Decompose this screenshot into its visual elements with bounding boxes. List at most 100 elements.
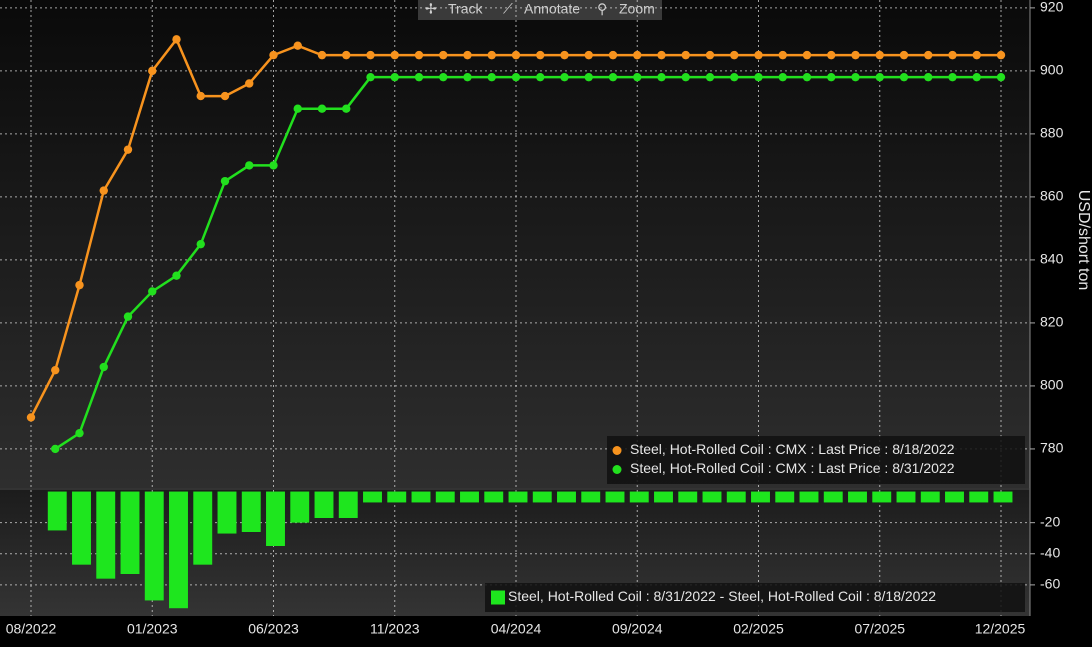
data-point bbox=[948, 50, 957, 60]
y-tick-label: 900 bbox=[1040, 62, 1064, 78]
data-point bbox=[851, 50, 860, 60]
data-point bbox=[196, 91, 205, 101]
button-label: Zoom bbox=[619, 1, 655, 17]
y-tick-label: 840 bbox=[1040, 251, 1064, 267]
bar bbox=[993, 491, 1013, 503]
bar bbox=[460, 491, 479, 503]
data-point bbox=[123, 145, 133, 154]
bar bbox=[751, 491, 770, 503]
data-point bbox=[633, 50, 642, 60]
data-point bbox=[390, 50, 399, 60]
data-point bbox=[924, 50, 933, 60]
data-point bbox=[172, 271, 181, 280]
data-point bbox=[269, 50, 278, 60]
y-tick-label: -60 bbox=[1040, 576, 1060, 592]
bar bbox=[411, 491, 431, 503]
y-tick-label: -40 bbox=[1040, 544, 1060, 560]
data-point bbox=[657, 50, 666, 60]
data-point bbox=[972, 72, 981, 82]
data-point bbox=[99, 362, 108, 372]
zoom-button[interactable]: ⚲ Zoom bbox=[597, 1, 655, 17]
data-point bbox=[924, 72, 933, 82]
data-point bbox=[75, 280, 84, 290]
data-point bbox=[778, 50, 787, 60]
data-point bbox=[827, 50, 836, 60]
data-point bbox=[681, 72, 690, 82]
y-tick-label: 860 bbox=[1040, 188, 1064, 204]
data-point bbox=[730, 72, 739, 82]
data-point bbox=[730, 50, 739, 60]
bar bbox=[387, 491, 407, 503]
x-tick-label: 02/2025 bbox=[733, 621, 784, 637]
x-tick-label: 11/2023 bbox=[370, 621, 420, 637]
zoom-icon: ⚲ bbox=[597, 1, 607, 17]
data-point bbox=[439, 50, 448, 60]
x-tick-label: 04/2024 bbox=[491, 621, 542, 637]
legend-label: Steel, Hot-Rolled Coil : CMX : Last Pric… bbox=[630, 441, 955, 457]
data-point bbox=[608, 50, 618, 60]
bar bbox=[290, 491, 310, 523]
data-point bbox=[366, 72, 375, 82]
bar bbox=[241, 491, 261, 532]
legend-background bbox=[607, 436, 1025, 484]
plot-background bbox=[0, 0, 1030, 488]
data-point bbox=[754, 72, 763, 82]
data-point bbox=[390, 72, 399, 82]
bar bbox=[969, 491, 989, 503]
annotate-button[interactable]: ⟋ Annotate bbox=[503, 1, 580, 17]
legend-symbol bbox=[612, 446, 622, 455]
data-point bbox=[875, 72, 884, 82]
data-point bbox=[536, 72, 545, 82]
bar bbox=[678, 491, 698, 503]
data-point bbox=[487, 72, 496, 82]
y-tick-label: 820 bbox=[1040, 314, 1064, 330]
y-tick-label: 920 bbox=[1040, 0, 1064, 15]
data-point bbox=[584, 72, 593, 82]
data-point bbox=[220, 91, 230, 101]
bar bbox=[848, 491, 867, 503]
x-tick-label: 07/2025 bbox=[854, 621, 905, 637]
button-label: Annotate bbox=[524, 1, 580, 17]
data-point bbox=[269, 161, 278, 170]
legend: Steel, Hot-Rolled Coil : 8/31/2022 - Ste… bbox=[485, 583, 1025, 612]
data-point bbox=[75, 428, 84, 438]
data-point bbox=[366, 50, 375, 60]
bar bbox=[96, 491, 116, 579]
legend-symbol bbox=[491, 590, 505, 605]
data-point bbox=[293, 41, 302, 50]
bar bbox=[47, 491, 67, 531]
x-tick-label: 09/2024 bbox=[612, 621, 663, 637]
legend-label: Steel, Hot-Rolled Coil : 8/31/2022 - Ste… bbox=[508, 588, 936, 604]
data-point bbox=[342, 104, 351, 113]
data-point bbox=[778, 72, 787, 82]
bar bbox=[726, 491, 746, 503]
data-point bbox=[633, 72, 642, 82]
data-point bbox=[705, 50, 715, 60]
bar bbox=[435, 491, 455, 503]
x-tick-label: 08/2022 bbox=[6, 621, 57, 637]
bar bbox=[581, 491, 601, 503]
bar bbox=[314, 491, 334, 518]
data-point bbox=[536, 50, 545, 60]
data-point bbox=[148, 287, 157, 296]
annotate-icon: ⟋ bbox=[503, 1, 513, 17]
data-point bbox=[899, 50, 909, 60]
data-point bbox=[293, 104, 302, 113]
data-point bbox=[608, 72, 618, 82]
data-point bbox=[560, 72, 569, 82]
bar bbox=[799, 491, 819, 503]
toolbar: ✢ Track ⟋ Annotate ⚲ Zoom bbox=[418, 0, 662, 20]
bar bbox=[217, 491, 237, 534]
track-icon: ✢ bbox=[425, 1, 437, 17]
data-point bbox=[414, 50, 424, 60]
x-tick-label: 12/2025 bbox=[975, 621, 1026, 637]
track-button[interactable]: ✢ Track bbox=[425, 1, 483, 17]
data-point bbox=[899, 72, 909, 82]
data-point bbox=[754, 50, 763, 60]
data-point bbox=[827, 72, 836, 82]
data-point bbox=[123, 312, 133, 321]
y-tick-label: 880 bbox=[1040, 125, 1064, 141]
legend-background bbox=[485, 583, 1025, 612]
data-point bbox=[463, 50, 472, 60]
bar bbox=[823, 491, 843, 503]
